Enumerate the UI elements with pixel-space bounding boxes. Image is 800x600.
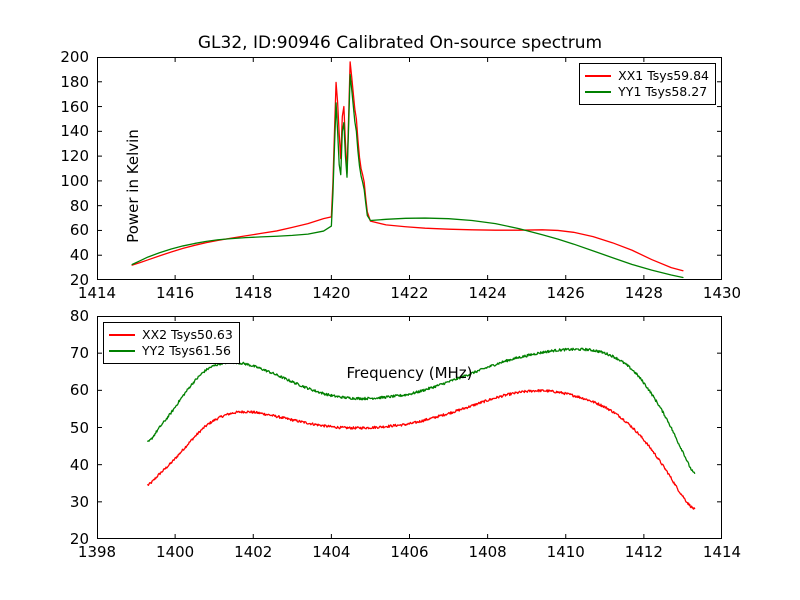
legend-entry: XX1 Tsys59.84 bbox=[585, 68, 709, 84]
legend-color-swatch bbox=[109, 350, 135, 352]
y-tick-label: 100 bbox=[60, 171, 89, 190]
y-tick-label: 80 bbox=[69, 196, 89, 215]
x-tick-label: 1414 bbox=[702, 543, 742, 561]
lower-x-axis-label: Frequency (MHz) bbox=[346, 364, 473, 382]
y-tick-label: 60 bbox=[69, 221, 89, 240]
y-tick-label: 20 bbox=[69, 530, 89, 548]
upper-y-axis-label: Power in Kelvin bbox=[124, 129, 142, 243]
upper-spectrum-panel: 20 40 60 80 100 120 140 160 180 200 1414 1416 1418 1… bbox=[60, 48, 741, 302]
x-tick-label: 1420 bbox=[312, 284, 351, 302]
lower-spectrum-panel: 20 30 40 50 60 70 80 1398 1400 1402 1404 1406 1408 1… bbox=[70, 307, 741, 561]
series-line bbox=[131, 61, 684, 272]
legend-label: XX2 Tsys50.63 bbox=[142, 327, 233, 342]
y-tick-label: 120 bbox=[60, 147, 89, 166]
y-tick-label: 50 bbox=[69, 418, 89, 437]
x-tick-label: 1406 bbox=[390, 543, 429, 561]
x-tick-label: 1404 bbox=[312, 543, 351, 561]
legend-color-swatch bbox=[585, 91, 612, 93]
x-tick-label: 1400 bbox=[156, 543, 195, 561]
upper-legend: XX1 Tsys59.84 YY1 Tsys58.27 bbox=[579, 63, 716, 105]
x-tick-label: 1430 bbox=[702, 284, 742, 302]
y-tick-label: 80 bbox=[69, 307, 89, 325]
legend-label: YY1 Tsys58.27 bbox=[618, 84, 708, 99]
x-tick-label: 1428 bbox=[624, 284, 663, 302]
series-line bbox=[147, 388, 696, 510]
y-tick-label: 30 bbox=[69, 492, 89, 511]
legend-label: XX1 Tsys59.84 bbox=[618, 68, 709, 83]
x-tick-label: 1402 bbox=[234, 543, 273, 561]
legend-entry: XX2 Tsys50.63 bbox=[109, 327, 233, 343]
x-tick-label: 1398 bbox=[77, 543, 117, 561]
lower-legend: XX2 Tsys50.63 YY2 Tsys61.56 bbox=[103, 322, 240, 364]
x-tick-label: 1422 bbox=[390, 284, 429, 302]
legend-color-swatch bbox=[109, 334, 135, 336]
y-tick-label: 20 bbox=[69, 271, 89, 289]
x-tick-label: 1424 bbox=[468, 284, 507, 302]
y-tick-label: 160 bbox=[60, 97, 89, 116]
y-tick-label: 60 bbox=[69, 381, 89, 400]
x-tick-label: 1418 bbox=[234, 284, 273, 302]
x-tick-label: 1416 bbox=[156, 284, 195, 302]
y-tick-label: 70 bbox=[69, 344, 89, 363]
y-tick-label: 180 bbox=[60, 72, 89, 91]
x-tick-label: 1426 bbox=[546, 284, 585, 302]
page-title: GL32, ID:90946 Calibrated On-source spec… bbox=[197, 33, 603, 53]
y-tick-label: 40 bbox=[69, 455, 89, 474]
legend-label: YY2 Tsys61.56 bbox=[142, 343, 231, 358]
upper-plot-canvas bbox=[97, 57, 722, 280]
legend-color-swatch bbox=[585, 75, 612, 77]
legend-entry: YY2 Tsys61.56 bbox=[109, 343, 233, 359]
x-tick-label: 1414 bbox=[77, 284, 117, 302]
y-tick-label: 40 bbox=[69, 246, 89, 265]
x-tick-label: 1410 bbox=[546, 543, 585, 561]
x-tick-label: 1412 bbox=[624, 543, 663, 561]
y-tick-label: 200 bbox=[60, 48, 89, 66]
x-tick-label: 1408 bbox=[468, 543, 507, 561]
y-tick-label: 140 bbox=[60, 122, 89, 141]
series-line bbox=[131, 73, 684, 279]
legend-entry: YY1 Tsys58.27 bbox=[585, 84, 709, 100]
